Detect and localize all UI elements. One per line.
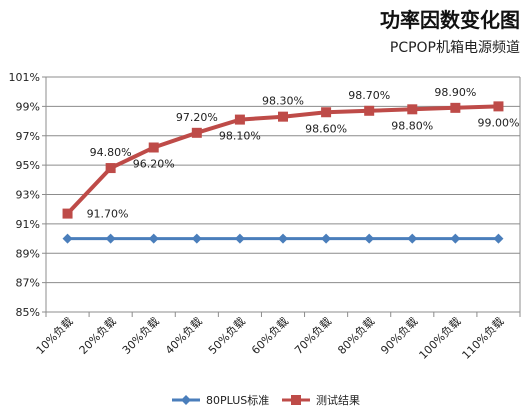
x-tick-label: 60%负载: [248, 314, 291, 357]
y-tick-label: 87%: [16, 277, 40, 290]
y-tick-label: 101%: [9, 71, 40, 84]
x-tick-label: 50%负载: [205, 314, 248, 357]
data-label: 98.70%: [348, 89, 390, 102]
legend-marker-square: [291, 395, 301, 405]
data-label: 98.30%: [262, 95, 304, 108]
y-tick-label: 95%: [16, 159, 40, 172]
x-tick-label: 90%负载: [378, 314, 421, 357]
series-1-point: [191, 233, 202, 244]
data-label: 98.80%: [391, 119, 433, 132]
data-label: 97.20%: [176, 111, 218, 124]
y-tick-label: 99%: [16, 100, 40, 113]
data-label: 99.00%: [477, 116, 519, 129]
data-label: 94.80%: [90, 146, 132, 159]
series-1-point: [278, 233, 288, 244]
series-1-point: [105, 233, 116, 244]
chart-subtitle: PCPOP机箱电源频道: [390, 40, 520, 56]
series-2-point: [191, 127, 202, 138]
x-tick-label: 40%负载: [162, 314, 205, 357]
series-2-point: [105, 163, 116, 174]
series-1-point: [450, 233, 461, 244]
series-2-point: [364, 105, 375, 116]
y-tick-label: 85%: [16, 306, 40, 319]
x-tick-label: 80%负载: [335, 314, 378, 357]
chart-title: 功率因数变化图: [380, 8, 520, 32]
series-2-point: [234, 114, 245, 125]
y-tick-label: 93%: [16, 189, 40, 202]
data-label: 98.60%: [305, 122, 347, 135]
series-1-point: [148, 233, 159, 244]
series-2-point: [148, 142, 159, 153]
data-label: 96.20%: [133, 158, 175, 171]
series-1-point: [62, 233, 73, 244]
series-1-point: [407, 233, 418, 244]
x-tick-label: 70%负载: [291, 314, 334, 357]
y-tick-label: 91%: [16, 218, 40, 231]
series-2-point: [450, 102, 461, 113]
legend-marker-diamond: [181, 395, 191, 405]
series-1-point: [364, 233, 375, 244]
x-tick-label: 10%负载: [33, 314, 76, 357]
series-1-point: [234, 233, 245, 244]
x-tick-label: 110%负载: [459, 314, 507, 362]
series-2-point: [278, 111, 288, 122]
legend-label-1: 80PLUS标准: [206, 393, 269, 407]
y-tick-label: 89%: [16, 247, 40, 260]
data-label: 98.90%: [434, 86, 476, 99]
series-1-point: [321, 233, 332, 244]
x-tick-label: 30%负载: [119, 314, 162, 357]
y-tick-label: 97%: [16, 130, 40, 143]
legend-label-2: 测试结果: [316, 394, 360, 407]
x-tick-label: 20%负载: [76, 314, 119, 357]
data-label: 98.10%: [219, 130, 261, 143]
plot-area: 85% 87% 89% 91% 93% 95% 97% 99% 101% 10%负载 20%负载 30…: [9, 71, 521, 407]
series-1-point: [493, 233, 504, 244]
series-2-point: [493, 101, 504, 112]
series-2-point: [407, 104, 418, 115]
x-tick-label: 100%负载: [416, 314, 464, 362]
data-label: 91.70%: [87, 208, 129, 221]
series-2-point: [62, 208, 73, 219]
series-2-point: [321, 107, 332, 118]
